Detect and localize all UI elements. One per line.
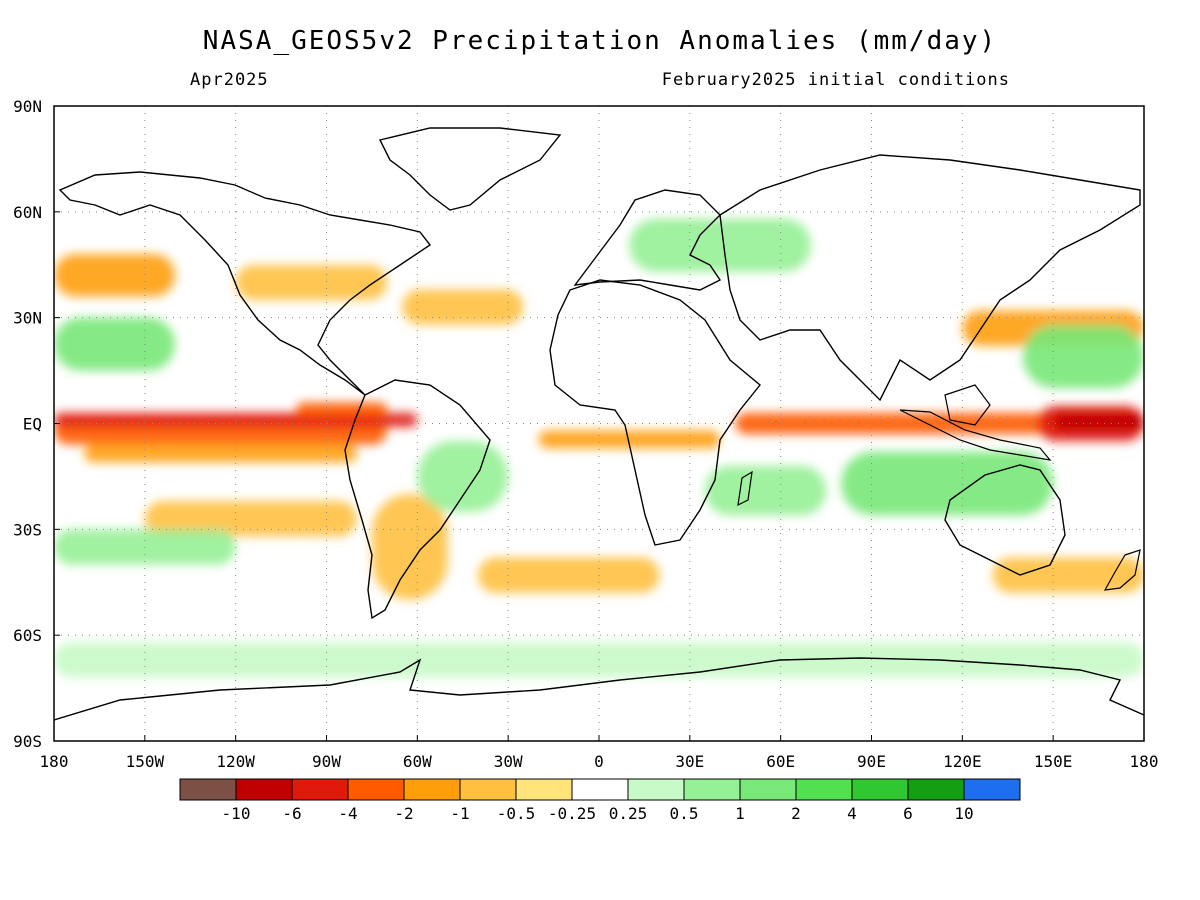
colorbar-label: -2 xyxy=(394,804,413,823)
indonesia-coastline xyxy=(899,409,1052,461)
colorbar-label: 0.25 xyxy=(609,804,648,823)
north-america-coastline xyxy=(58,171,432,396)
graticule xyxy=(54,106,1144,741)
lon-tick-label: 90E xyxy=(857,752,886,771)
colorbar-swatch xyxy=(403,778,461,801)
colorbar-swatch xyxy=(571,778,629,801)
longitude-labels: 180 150W 120W 90W 60W 30W 0 30E 60E 90E 120E 150E 18… xyxy=(40,735,1159,771)
colorbar-swatch xyxy=(627,778,685,801)
lat-tick-label: 30S xyxy=(13,520,42,539)
anomaly-region-21 xyxy=(417,441,509,512)
anomaly-region-2 xyxy=(84,444,357,463)
south-america-coastline xyxy=(344,379,491,620)
colorbar-swatch xyxy=(851,778,909,801)
new-zealand-coastline xyxy=(1103,549,1141,591)
chart-title: NASA_GEOS5v2 Precipitation Anomalies (mm… xyxy=(202,26,998,56)
anomaly-region-10 xyxy=(402,289,524,325)
anomaly-region-23 xyxy=(54,529,236,565)
colorbar-label: 1 xyxy=(735,804,745,823)
australia-coastline xyxy=(944,464,1066,576)
anomaly-region-8 xyxy=(54,254,176,297)
borneo-coastline xyxy=(944,384,991,426)
coastlines xyxy=(54,127,1144,721)
lon-tick-label: 30E xyxy=(675,752,704,771)
colorbar-label: 0.5 xyxy=(670,804,699,823)
lon-tick-label: 90W xyxy=(312,752,341,771)
anomaly-region-6 xyxy=(1053,412,1144,431)
lon-tick-label: 180 xyxy=(40,752,69,771)
colorbar-label: -0.25 xyxy=(548,804,596,823)
anomaly-region-22 xyxy=(629,218,811,272)
colorbar-label: 6 xyxy=(903,804,913,823)
lon-tick-label: 120E xyxy=(943,752,982,771)
colorbar-swatch xyxy=(683,778,741,801)
africa-coastline xyxy=(549,279,761,546)
lon-tick-label: 150W xyxy=(126,752,165,771)
lat-tick-label: 90S xyxy=(13,732,42,751)
colorbar-label: -4 xyxy=(338,804,357,823)
lat-tick-label: 90N xyxy=(13,97,42,116)
colorbar-swatch xyxy=(739,778,797,801)
europe-coastline xyxy=(573,189,722,291)
lon-tick-label: 30W xyxy=(494,752,523,771)
anomaly-region-11 xyxy=(144,501,357,537)
lon-tick-label: 180 xyxy=(1130,752,1159,771)
initial-conditions-label: February2025 initial conditions xyxy=(661,70,1010,90)
colorbar-swatch xyxy=(907,778,965,801)
colorbar-swatch xyxy=(515,778,573,801)
colorbar-label: -10 xyxy=(222,804,251,823)
anomaly-region-19 xyxy=(704,465,827,516)
anomaly-region-3 xyxy=(296,402,388,417)
colorbar-label: -1 xyxy=(450,804,469,823)
anomaly-region-18 xyxy=(841,451,1054,516)
greenland-coastline xyxy=(378,127,562,211)
colorbar-swatch xyxy=(179,778,237,801)
anomaly-region-7 xyxy=(538,430,721,449)
colorbar-swatch xyxy=(347,778,405,801)
colorbar-label: -6 xyxy=(282,804,301,823)
colorbar-label: 4 xyxy=(847,804,857,823)
lon-tick-label: 60E xyxy=(766,752,795,771)
colorbar-label: 10 xyxy=(954,804,973,823)
anomaly-region-13 xyxy=(477,557,660,593)
colorbar-swatch xyxy=(291,778,349,801)
antarctica-coastline xyxy=(54,657,1144,721)
colorbar-label: 2 xyxy=(791,804,801,823)
lat-tick-label: EQ xyxy=(23,415,42,434)
colorbar: -10 -6 -4 -2 -1 -0.5 -0.25 0.25 0.5 1 2 4 6 10 xyxy=(179,778,1021,823)
asia-coastline xyxy=(719,154,1141,402)
anomaly-region-15 xyxy=(992,557,1144,593)
colorbar-swatch xyxy=(963,778,1021,801)
lon-tick-label: 0 xyxy=(594,752,604,771)
lon-tick-label: 120W xyxy=(216,752,255,771)
anomaly-region-16 xyxy=(54,317,176,371)
colorbar-label: -0.5 xyxy=(497,804,536,823)
forecast-month: Apr2025 xyxy=(190,70,269,90)
latitude-labels: 90N 60N 30N EQ 30S 60S 90S xyxy=(13,97,60,751)
anomaly-region-17 xyxy=(1022,324,1144,389)
lon-tick-label: 60W xyxy=(403,752,432,771)
lat-tick-label: 30N xyxy=(13,309,42,328)
colorbar-swatch xyxy=(235,778,293,801)
colorbar-swatch xyxy=(795,778,853,801)
madagascar-coastline xyxy=(737,470,753,507)
lon-tick-label: 150E xyxy=(1034,752,1073,771)
anomaly-region-12 xyxy=(371,494,448,600)
colorbar-swatch xyxy=(459,778,517,801)
lat-tick-label: 60N xyxy=(13,203,42,222)
lat-tick-label: 60S xyxy=(13,626,42,645)
anomaly-region-9 xyxy=(235,264,388,301)
